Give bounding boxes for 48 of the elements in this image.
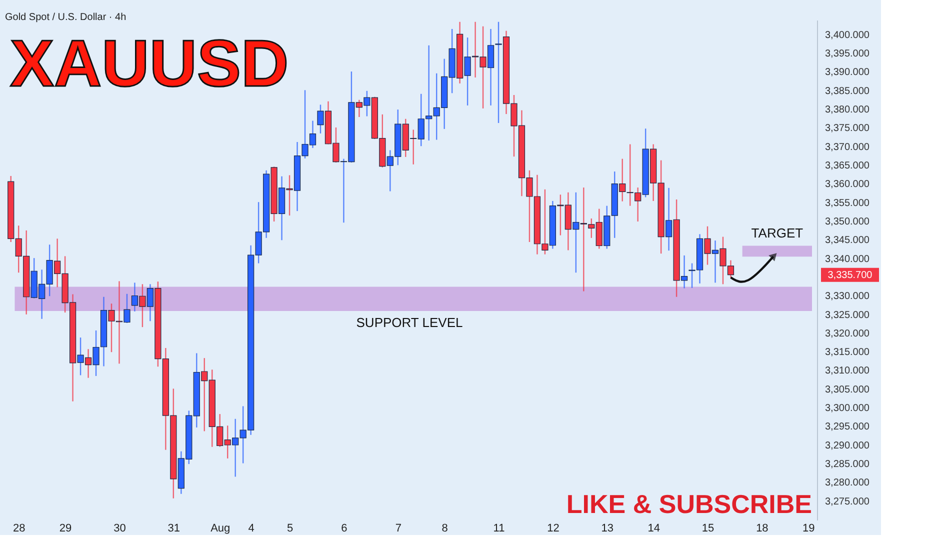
text: 3,335.700 (828, 270, 873, 281)
y-tick-label: 3,320.000 (825, 328, 870, 340)
y-tick-label: 3,375.000 (825, 123, 870, 134)
x-tick-label: 7 (395, 522, 402, 534)
chart-title: XAUUSD (10, 26, 289, 100)
y-tick-label: 3,285.000 (825, 459, 870, 470)
chart-subtitle: Gold Spot / U.S. Dollar · 4h (5, 12, 126, 23)
x-tick-label: 29 (59, 522, 72, 534)
y-tick-label: 3,360.000 (825, 179, 870, 190)
y-tick-label: 3,330.000 (825, 291, 870, 302)
annotation: LIKE & SUBSCRIBE (566, 489, 812, 519)
y-tick-label: 3,305.000 (825, 384, 870, 396)
x-tick-label: 14 (648, 522, 660, 534)
band-label: TARGET (751, 226, 804, 241)
y-tick-label: 3,380.000 (825, 104, 870, 116)
y-tick-label: 3,370.000 (825, 142, 870, 153)
y-tick-label: 3,400.000 (825, 30, 870, 41)
x-tick-label: 30 (114, 522, 126, 534)
y-tick-label: 3,295.000 (825, 422, 870, 433)
x-tick-label: 8 (442, 522, 448, 534)
y-tick-label: 3,350.000 (825, 216, 870, 228)
y-tick-label: 3,340.000 (825, 254, 870, 265)
y-tick-label: 3,385.000 (825, 86, 870, 97)
y-tick-label: 3,315.000 (825, 347, 870, 358)
x-tick-label: Aug (210, 522, 230, 534)
x-tick-label: 15 (702, 522, 714, 534)
y-tick-label: 3,390.000 (825, 67, 870, 78)
x-tick-label: 18 (756, 522, 768, 534)
y-tick-label: 3,355.000 (825, 198, 870, 209)
y-tick-label: 3,310.000 (825, 366, 870, 377)
y-tick-label: 3,280.000 (825, 478, 870, 489)
x-tick-label: 13 (601, 522, 614, 534)
y-tick-label: 3,275.000 (825, 496, 870, 508)
y-tick-label: 3,345.000 (825, 235, 870, 246)
x-tick-label: 6 (341, 522, 348, 534)
x-tick-label: 11 (493, 522, 505, 534)
y-tick-label: 3,395.000 (825, 48, 870, 60)
x-tick-label: 19 (802, 522, 815, 534)
y-tick-label: 3,300.000 (825, 403, 870, 414)
x-tick-label: 12 (547, 522, 560, 534)
y-tick-label: 3,325.000 (825, 310, 870, 321)
x-tick-label: 31 (168, 522, 180, 534)
x-tick-label: 4 (248, 522, 254, 534)
y-tick-label: 3,290.000 (825, 440, 870, 452)
band-label: SUPPORT LEVEL (356, 315, 463, 330)
y-tick-label: 3,365.000 (825, 160, 870, 172)
x-tick-label: 28 (12, 522, 26, 534)
x-tick-label: 5 (286, 522, 294, 534)
